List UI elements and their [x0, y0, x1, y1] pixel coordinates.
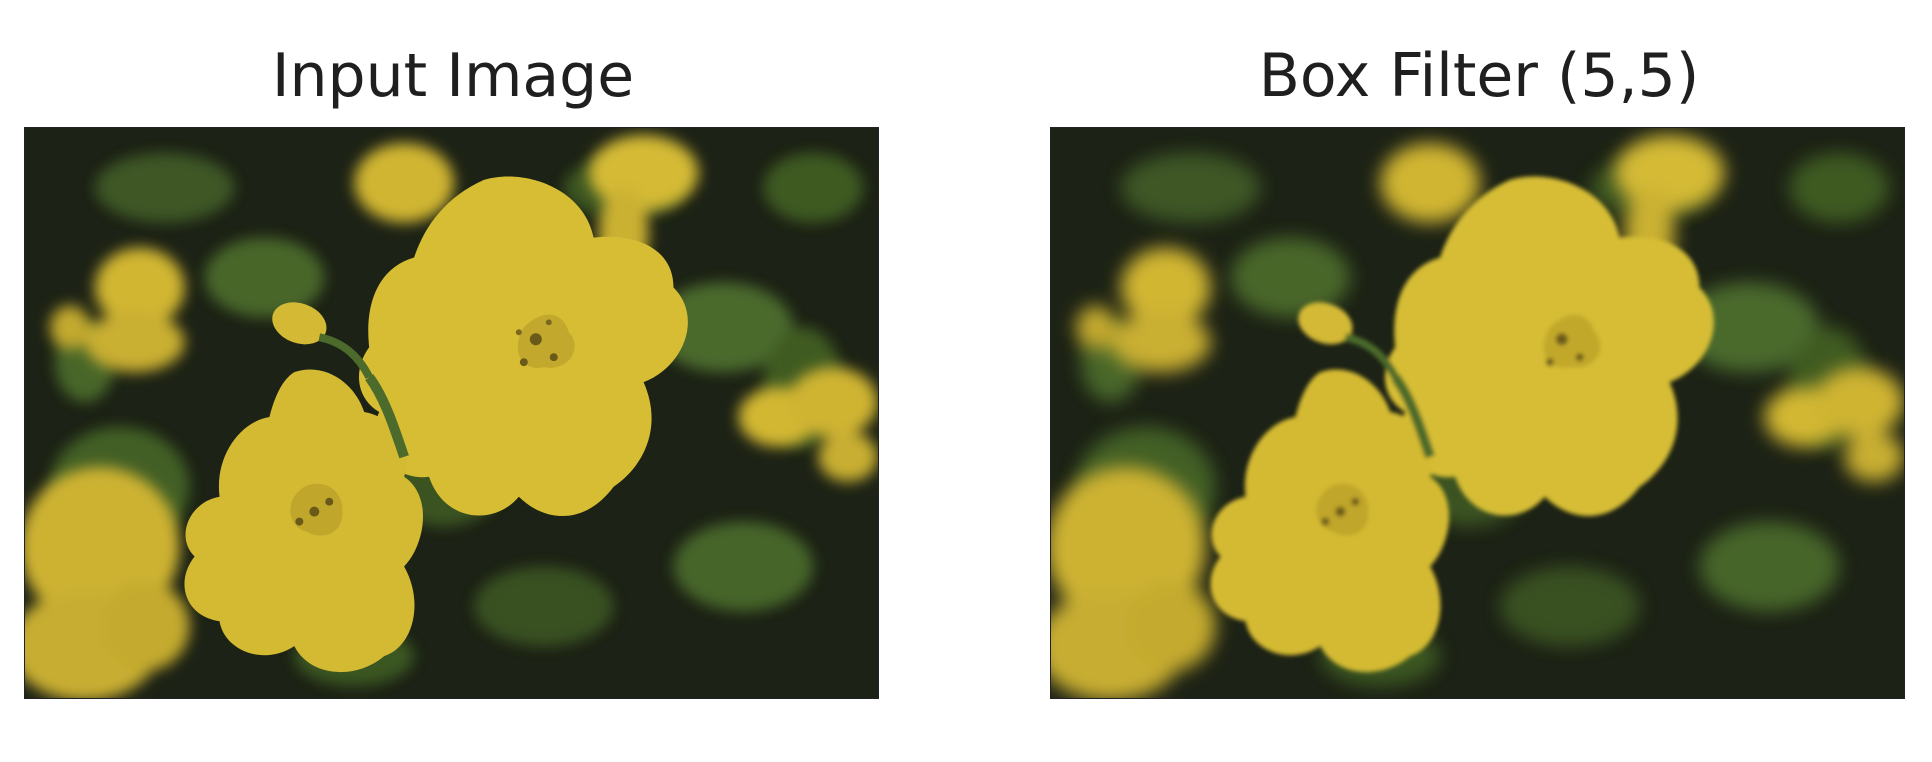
- input-image: [25, 128, 878, 698]
- box-filtered-image: [1051, 128, 1904, 698]
- box-filter-title: Box Filter (5,5): [1258, 41, 1700, 111]
- box-filter-frame: [1050, 127, 1905, 699]
- input-image-frame: [24, 127, 879, 699]
- input-image-panel: Input Image: [24, 0, 882, 762]
- input-image-title: Input Image: [271, 41, 635, 111]
- box-filter-panel: Box Filter (5,5): [1050, 0, 1908, 762]
